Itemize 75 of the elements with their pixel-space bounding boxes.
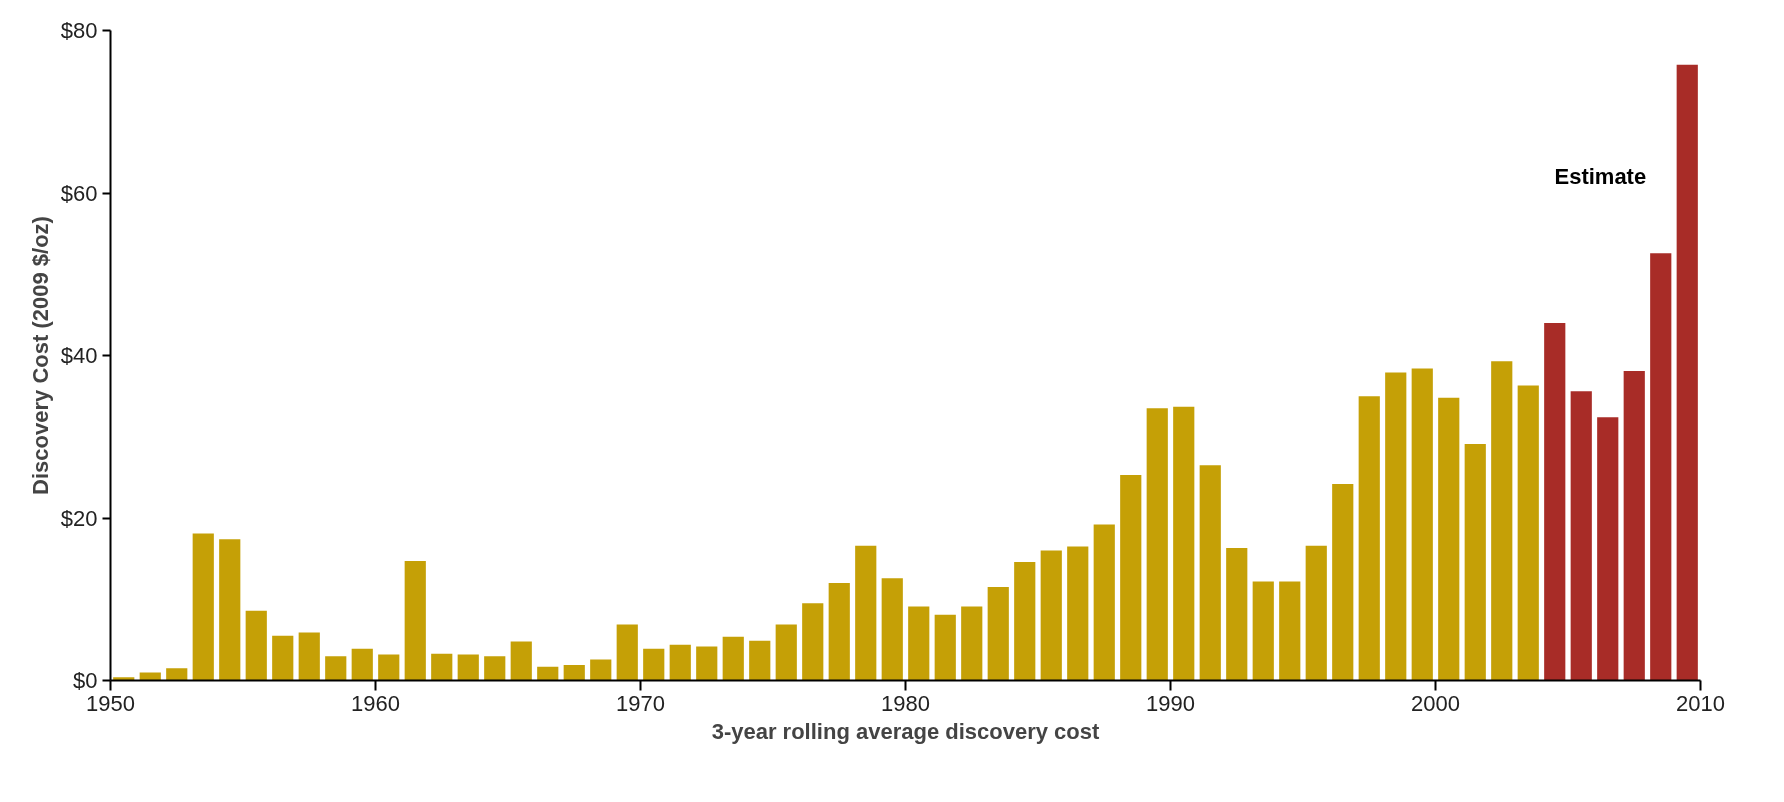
bar — [696, 646, 718, 681]
bar — [881, 578, 903, 681]
x-axis-title: 3-year rolling average discovery cost — [711, 718, 1100, 744]
bar — [616, 624, 638, 681]
bar — [325, 656, 347, 681]
bar — [1650, 253, 1672, 681]
bar — [1014, 561, 1036, 681]
y-tick-label: $40 — [60, 343, 98, 368]
bar — [1597, 417, 1619, 681]
y-tick-label: $60 — [60, 180, 98, 206]
bar — [1040, 550, 1062, 681]
bar — [166, 668, 188, 681]
y-axis-title: Discovery Cost (2009 $/oz) — [27, 216, 53, 495]
bar — [1146, 408, 1168, 681]
bar — [1226, 548, 1248, 681]
bar — [934, 614, 956, 681]
bar — [802, 603, 824, 681]
bar — [643, 648, 665, 681]
bar — [1464, 444, 1486, 681]
bar — [510, 641, 532, 681]
annotation: Estimate — [1554, 164, 1647, 190]
bar — [1252, 581, 1274, 681]
y-tick-label: $0 — [73, 668, 98, 693]
x-tick-label: 1980 — [881, 690, 930, 716]
bar — [722, 636, 744, 681]
x-tick-label: 1990 — [1146, 690, 1195, 716]
bar — [351, 648, 373, 681]
x-tick-label: 2000 — [1411, 690, 1460, 716]
bar — [1332, 483, 1354, 681]
bar — [192, 533, 214, 681]
bar — [749, 640, 771, 681]
y-tick-label: $20 — [60, 505, 98, 531]
bar — [1358, 396, 1380, 681]
bar — [669, 644, 691, 681]
bar — [1411, 368, 1433, 681]
bar — [1623, 370, 1645, 681]
bar — [1120, 474, 1142, 681]
bar — [775, 624, 797, 681]
bar — [404, 561, 426, 681]
bar — [855, 545, 877, 681]
x-tick-label: 2010 — [1676, 690, 1725, 716]
bar — [1438, 397, 1460, 681]
x-tick-label: 1950 — [86, 690, 135, 716]
bar — [961, 606, 983, 681]
bar — [1491, 361, 1513, 681]
bar — [1279, 581, 1301, 681]
x-tick-label: 1970 — [616, 690, 665, 716]
bar — [219, 539, 241, 681]
bar — [1570, 391, 1592, 681]
bar — [1544, 323, 1566, 681]
bar — [1305, 545, 1327, 681]
y-tick-label: $80 — [60, 18, 98, 43]
bar — [378, 654, 400, 681]
bar — [1676, 64, 1698, 681]
bar — [272, 635, 294, 681]
bar — [1093, 524, 1115, 681]
bar — [1517, 385, 1539, 681]
bar — [139, 672, 161, 681]
bar — [457, 654, 479, 681]
bar — [113, 677, 135, 681]
bar — [245, 610, 267, 681]
bar — [1067, 546, 1089, 681]
bar — [484, 656, 506, 681]
bar — [590, 659, 612, 681]
bar — [828, 583, 850, 681]
bar — [431, 653, 453, 681]
bar — [908, 606, 930, 681]
x-tick-label: 1960 — [351, 690, 400, 716]
bar — [1173, 406, 1195, 681]
bar — [298, 632, 320, 681]
bar — [1199, 465, 1221, 681]
bar — [563, 665, 585, 681]
bar — [537, 666, 559, 681]
bar — [1385, 372, 1407, 681]
bar — [987, 587, 1009, 681]
